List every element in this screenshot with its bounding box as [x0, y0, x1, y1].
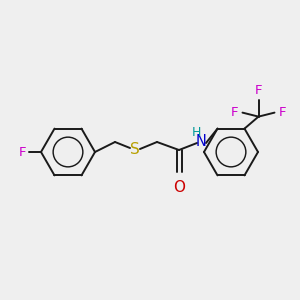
- Text: O: O: [173, 180, 185, 195]
- Text: N: N: [196, 134, 206, 149]
- Text: H: H: [191, 127, 201, 140]
- Text: S: S: [130, 142, 140, 158]
- Text: F: F: [278, 106, 286, 119]
- Text: F: F: [19, 146, 26, 158]
- Text: F: F: [255, 84, 262, 97]
- Text: F: F: [231, 106, 238, 119]
